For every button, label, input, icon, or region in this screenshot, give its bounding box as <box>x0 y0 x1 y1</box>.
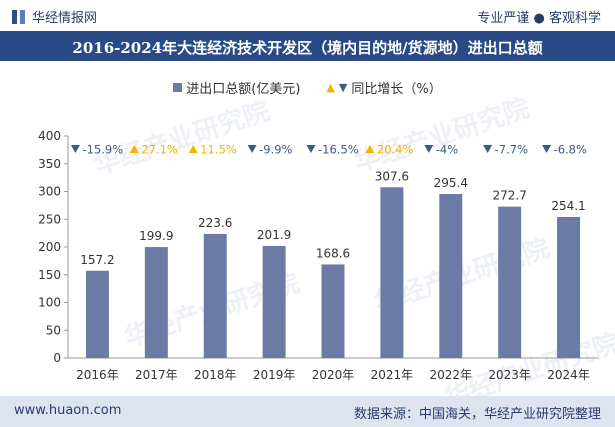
growth-down-marker <box>70 145 80 153</box>
x-tick-label: 2023年 <box>488 368 531 382</box>
growth-label: -16.5% <box>318 143 359 157</box>
growth-down-marker <box>424 145 434 153</box>
bar <box>557 216 581 358</box>
growth-label: -6.8% <box>554 143 587 157</box>
bar-value-label: 199.9 <box>139 229 173 243</box>
y-tick-label: 100 <box>38 296 61 310</box>
growth-down-marker <box>306 145 316 153</box>
growth-label: -4% <box>436 143 458 157</box>
bar <box>498 206 522 358</box>
growth-label: -9.9% <box>259 143 292 157</box>
top-bar: 华经情报网 专业严谨 ● 客观科学 <box>0 0 615 30</box>
x-tick-label: 2016年 <box>76 368 119 382</box>
growth-label: 11.5% <box>200 143 237 157</box>
growth-label: 20.4% <box>377 143 414 157</box>
tagline: 专业严谨 ● 客观科学 <box>477 11 601 26</box>
x-tick-label: 2022年 <box>430 368 473 382</box>
y-tick-label: 50 <box>46 323 61 337</box>
growth-down-marker <box>483 145 493 153</box>
brand-logo-icon <box>12 9 26 24</box>
growth-down-marker <box>542 145 552 153</box>
brand: 华经情报网 <box>12 7 97 26</box>
legend-growth-label: 同比增长（%） <box>351 82 442 97</box>
bar <box>439 194 463 358</box>
bar-value-label: 157.2 <box>80 253 114 267</box>
y-tick-label: 400 <box>38 129 61 143</box>
x-tick-label: 2021年 <box>371 368 414 382</box>
y-tick-label: 250 <box>38 212 61 226</box>
bar-value-label: 272.7 <box>492 189 526 203</box>
bar <box>203 233 227 358</box>
legend-item-bar: 进出口总额(亿美元) <box>173 78 300 97</box>
growth-label: 27.1% <box>141 143 178 157</box>
growth-label: -15.9% <box>82 143 123 157</box>
growth-down-marker <box>247 145 257 153</box>
x-tick-label: 2020年 <box>312 368 355 382</box>
y-tick-label: 300 <box>38 185 61 199</box>
legend-item-growth: ▲ ▼ 同比增长（%） <box>326 78 441 97</box>
bar <box>380 187 404 358</box>
brand-name: 华经情报网 <box>32 11 98 26</box>
triangle-up-icon: ▲ <box>326 81 335 94</box>
growth-up-marker <box>188 145 198 153</box>
bar-value-label: 307.6 <box>375 169 409 183</box>
y-tick-label: 200 <box>38 240 61 254</box>
bar <box>144 247 168 358</box>
bar-value-label: 223.6 <box>198 216 232 230</box>
footer-website: www.huaon.com <box>14 403 122 418</box>
bar <box>321 264 345 358</box>
bar-value-label: 295.4 <box>434 176 468 190</box>
bar-value-label: 254.1 <box>551 199 585 213</box>
growth-up-marker <box>365 145 375 153</box>
bar-value-label: 168.6 <box>316 246 350 260</box>
x-tick-label: 2017年 <box>135 368 178 382</box>
y-tick-label: 150 <box>38 268 61 282</box>
chart-title: 2016-2024年大连经济技术开发区（境内目的地/货源地）进出口总额 <box>72 39 543 57</box>
footer-source: 数据来源：中国海关，华经产业研究院整理 <box>353 407 601 422</box>
footer: www.huaon.com 数据来源：中国海关，华经产业研究院整理 <box>0 396 615 427</box>
bar-swatch-icon <box>173 83 183 92</box>
bar-value-label: 201.9 <box>257 228 291 242</box>
x-tick-label: 2019年 <box>253 368 296 382</box>
x-tick-label: 2018年 <box>194 368 237 382</box>
title-bar: 2016-2024年大连经济技术开发区（境内目的地/货源地）进出口总额 <box>0 31 615 61</box>
bar <box>85 270 109 358</box>
growth-up-marker <box>129 145 139 153</box>
growth-label: -7.7% <box>495 143 528 157</box>
bar <box>262 245 286 358</box>
chart-legend: 进出口总额(亿美元) ▲ ▼ 同比增长（%） <box>0 78 615 97</box>
y-tick-label: 350 <box>38 157 61 171</box>
legend-bar-label: 进出口总额(亿美元) <box>186 82 301 97</box>
x-tick-label: 2024年 <box>547 368 590 382</box>
triangle-down-icon: ▼ <box>338 81 348 94</box>
y-tick-label: 0 <box>53 351 61 365</box>
